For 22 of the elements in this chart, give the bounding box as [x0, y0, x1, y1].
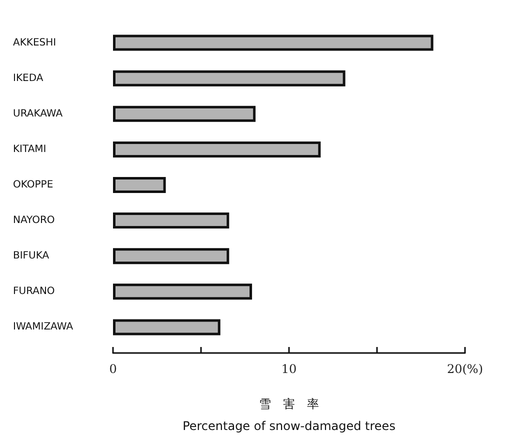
y-tick-label: NAYORO — [13, 215, 55, 226]
bar — [113, 319, 220, 336]
y-tick-label: IKEDA — [13, 72, 44, 84]
x-tick-label: 10 — [281, 362, 297, 376]
x-tick-label: 0 — [109, 362, 117, 376]
bar — [113, 212, 230, 229]
y-tick-label: KITAMI — [13, 144, 46, 155]
y-tick-label: IWAMIZAWA — [13, 322, 74, 333]
y-tick-label: OKOPPE — [13, 180, 54, 190]
bar — [113, 70, 346, 86]
bar — [113, 34, 434, 51]
bar — [113, 284, 252, 300]
y-tick-label: BIFUKA — [13, 250, 50, 262]
y-tick-label: AKKESHI — [13, 37, 56, 48]
y-tick-label: FURANO — [13, 286, 55, 298]
bar — [113, 106, 256, 122]
x-tick-label: 20(%) — [446, 362, 484, 376]
bar — [113, 248, 230, 264]
bar — [113, 141, 321, 158]
x-axis-title: 雪 害 率 Percentage of snow-damaged trees — [182, 397, 396, 433]
y-tick-label: URAKAWA — [13, 108, 63, 120]
bar — [113, 177, 166, 193]
